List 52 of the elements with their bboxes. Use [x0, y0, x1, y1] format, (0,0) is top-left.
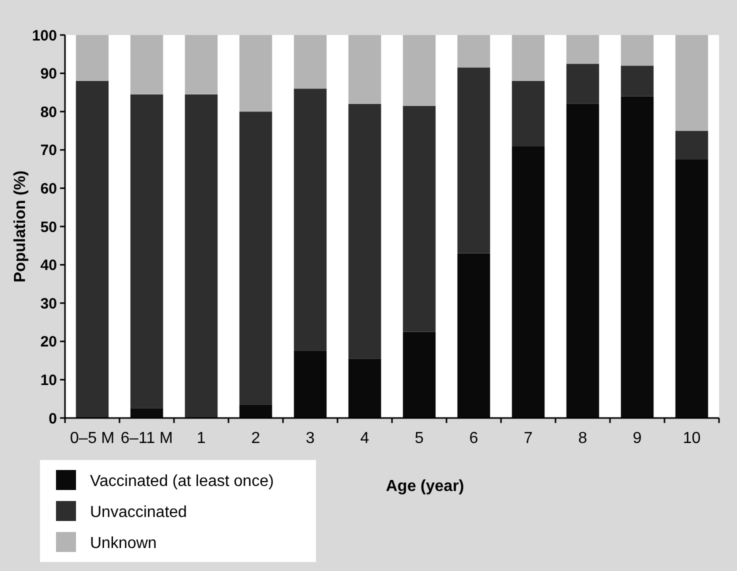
bar [130, 94, 164, 408]
y-tick-label: 60 [40, 180, 57, 198]
y-tick-label: 0 [48, 410, 57, 428]
y-tick-label: 90 [40, 66, 57, 83]
x-tick-label: 1 [196, 430, 206, 447]
bar [512, 35, 545, 81]
bar [620, 66, 654, 96]
x-tick-label: 2 [251, 430, 260, 447]
bar [184, 35, 218, 94]
bar [239, 112, 272, 405]
x-tick-label: 0–5 M [70, 430, 114, 447]
y-tick-label: 10 [40, 372, 57, 389]
x-tick-label: 4 [360, 430, 370, 447]
bar [348, 104, 382, 359]
bar [76, 35, 109, 81]
bar [675, 130, 708, 160]
x-tick-label: 6 [469, 430, 478, 447]
y-tick-label: 100 [32, 27, 57, 44]
legend-label: Vaccinated (at least once) [90, 473, 274, 490]
x-tick-label: 10 [682, 430, 701, 447]
bar [348, 35, 382, 104]
bar [566, 35, 600, 64]
legend-label: Unknown [90, 535, 157, 552]
bar [566, 64, 600, 104]
y-tick-label: 20 [40, 334, 57, 351]
bar [184, 94, 218, 418]
bar [402, 35, 436, 106]
bar [294, 35, 327, 89]
y-tick-label: 50 [40, 218, 57, 236]
y-tick-label: 70 [40, 142, 57, 160]
x-axis-title: Age (year) [386, 478, 464, 495]
x-tick-label: 7 [524, 430, 533, 447]
bar [76, 80, 109, 418]
bar [457, 68, 490, 254]
y-axis-title: Population (%) [12, 170, 29, 282]
y-tick-label: 40 [40, 257, 57, 274]
bar [457, 35, 490, 68]
legend-label: Unvaccinated [90, 504, 187, 521]
bar [239, 35, 272, 112]
bar [402, 106, 436, 332]
bar [130, 35, 164, 94]
x-tick-label: 8 [578, 430, 588, 447]
x-tick-label: 3 [306, 430, 315, 447]
x-tick-label: 6–11 M [120, 430, 173, 447]
bar [294, 88, 327, 351]
bar [512, 80, 545, 146]
bar [620, 35, 654, 66]
bar [675, 35, 708, 131]
y-tick-label: 80 [40, 104, 57, 121]
x-tick-label: 9 [632, 430, 642, 447]
y-tick-label: 30 [40, 295, 57, 312]
x-tick-label: 5 [414, 430, 424, 447]
